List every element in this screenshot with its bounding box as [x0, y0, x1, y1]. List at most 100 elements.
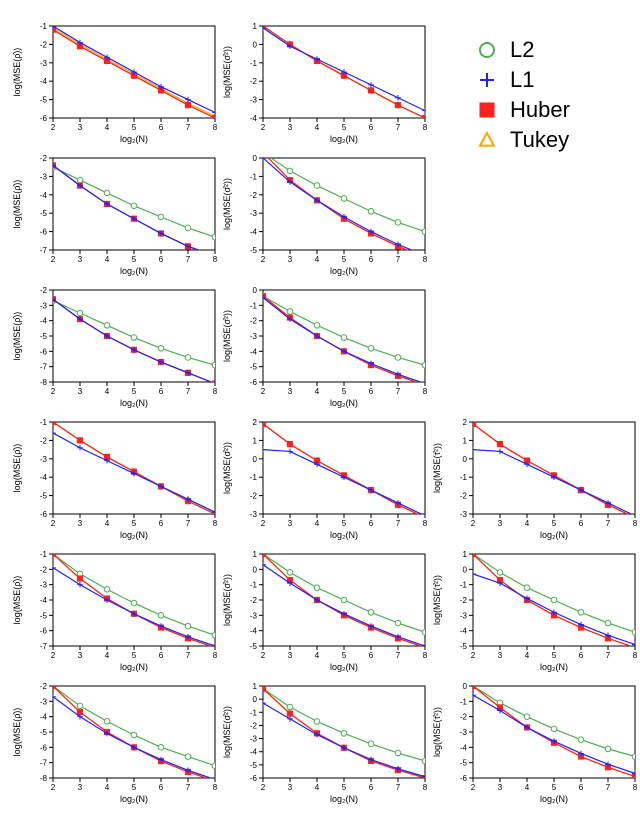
- svg-text:7: 7: [186, 651, 191, 660]
- svg-text:2: 2: [463, 418, 468, 427]
- svg-text:3: 3: [78, 519, 83, 528]
- svg-text:-1: -1: [250, 708, 258, 717]
- svg-text:2: 2: [261, 123, 266, 132]
- svg-text:7: 7: [396, 519, 401, 528]
- svg-text:3: 3: [288, 387, 293, 396]
- panel-0-0: 2345678-6-5-4-3-2-1log₂(N)log(MSE(ρ̂)): [8, 6, 221, 146]
- svg-text:7: 7: [606, 783, 611, 792]
- svg-text:3: 3: [498, 519, 503, 528]
- svg-text:6: 6: [369, 123, 374, 132]
- svg-text:5: 5: [132, 651, 137, 660]
- svg-text:3: 3: [78, 123, 83, 132]
- svg-text:-3: -3: [250, 332, 258, 341]
- svg-text:5: 5: [552, 651, 557, 660]
- svg-text:7: 7: [396, 255, 401, 264]
- svg-text:2: 2: [51, 255, 56, 264]
- svg-text:-3: -3: [40, 581, 48, 590]
- svg-text:-1: -1: [250, 473, 258, 482]
- svg-text:2: 2: [471, 519, 476, 528]
- svg-text:-3: -3: [250, 735, 258, 744]
- svg-text:5: 5: [552, 519, 557, 528]
- svg-text:-4: -4: [460, 627, 468, 636]
- svg-text:-3: -3: [40, 172, 48, 181]
- svg-text:5: 5: [342, 123, 347, 132]
- svg-text:-3: -3: [460, 510, 468, 519]
- svg-text:5: 5: [132, 519, 137, 528]
- y-axis-label: log(MSE(σ̂²)): [222, 178, 232, 230]
- svg-text:6: 6: [369, 255, 374, 264]
- svg-text:2: 2: [51, 387, 56, 396]
- y-axis-label: log(MSE(τ̂²)): [432, 707, 442, 757]
- svg-text:7: 7: [186, 783, 191, 792]
- svg-text:0: 0: [253, 40, 258, 49]
- svg-text:7: 7: [606, 651, 611, 660]
- svg-text:-3: -3: [250, 611, 258, 620]
- svg-text:4: 4: [525, 783, 530, 792]
- svg-text:6: 6: [369, 387, 374, 396]
- tukey-symbol-icon: [472, 125, 502, 155]
- svg-text:-1: -1: [250, 301, 258, 310]
- svg-text:3: 3: [78, 387, 83, 396]
- svg-text:-1: -1: [460, 581, 468, 590]
- panel-1-1: 2345678-5-4-3-2-10log₂(N)log(MSE(σ̂²)): [218, 138, 431, 278]
- svg-text:3: 3: [78, 255, 83, 264]
- svg-text:5: 5: [342, 783, 347, 792]
- svg-text:-2: -2: [40, 40, 48, 49]
- svg-text:3: 3: [288, 651, 293, 660]
- legend-label: Tukey: [510, 127, 569, 153]
- svg-text:-2: -2: [40, 565, 48, 574]
- svg-text:2: 2: [51, 783, 56, 792]
- svg-text:-4: -4: [40, 77, 48, 86]
- svg-text:-4: -4: [250, 627, 258, 636]
- svg-text:6: 6: [369, 651, 374, 660]
- svg-text:8: 8: [423, 387, 428, 396]
- svg-text:1: 1: [253, 436, 258, 445]
- svg-text:-4: -4: [40, 191, 48, 200]
- svg-text:5: 5: [342, 651, 347, 660]
- panel-3-2: 2345678-3-2-1012log₂(N)log(MSE(τ̂²)): [428, 402, 640, 542]
- y-axis-label: log(MSE(ρ̂)): [12, 576, 22, 625]
- svg-text:-6: -6: [250, 774, 258, 783]
- svg-text:2: 2: [51, 519, 56, 528]
- svg-text:1: 1: [463, 550, 468, 559]
- svg-text:-4: -4: [250, 114, 258, 123]
- svg-text:-3: -3: [40, 455, 48, 464]
- svg-text:4: 4: [315, 519, 320, 528]
- svg-text:1: 1: [253, 550, 258, 559]
- legend: L2L1HuberTukey: [472, 35, 570, 155]
- svg-text:-7: -7: [40, 642, 48, 651]
- svg-text:6: 6: [159, 783, 164, 792]
- svg-text:7: 7: [186, 123, 191, 132]
- svg-text:7: 7: [396, 123, 401, 132]
- svg-text:-4: -4: [250, 347, 258, 356]
- y-axis-label: log(MSE(ρ̂)): [12, 708, 22, 757]
- svg-text:-5: -5: [250, 642, 258, 651]
- svg-text:-2: -2: [40, 436, 48, 445]
- svg-text:2: 2: [471, 783, 476, 792]
- svg-text:5: 5: [342, 387, 347, 396]
- l2-symbol-icon: [472, 35, 502, 65]
- panel-4-1: 2345678-5-4-3-2-101log₂(N)log(MSE(σ̂²)): [218, 534, 431, 674]
- svg-text:-5: -5: [250, 761, 258, 770]
- l1-symbol-icon: [472, 65, 502, 95]
- panel-3-0: 2345678-6-5-4-3-2-1log₂(N)log(MSE(ρ̂)): [8, 402, 221, 542]
- svg-text:-2: -2: [250, 492, 258, 501]
- svg-text:-1: -1: [40, 550, 48, 559]
- legend-label: Huber: [510, 97, 570, 123]
- svg-text:2: 2: [261, 783, 266, 792]
- svg-text:6: 6: [159, 519, 164, 528]
- svg-text:-6: -6: [250, 378, 258, 387]
- y-axis-label: log(MSE(ρ̂)): [12, 444, 22, 493]
- legend-item-huber: Huber: [472, 95, 570, 125]
- svg-text:2: 2: [51, 651, 56, 660]
- svg-text:-6: -6: [40, 743, 48, 752]
- svg-text:6: 6: [579, 651, 584, 660]
- svg-text:3: 3: [288, 783, 293, 792]
- x-axis-label: log₂(N): [120, 794, 148, 804]
- y-axis-label: log(MSE(σ̂²)): [222, 46, 232, 98]
- svg-text:3: 3: [288, 123, 293, 132]
- svg-text:0: 0: [463, 565, 468, 574]
- svg-text:-5: -5: [40, 728, 48, 737]
- svg-text:6: 6: [159, 255, 164, 264]
- svg-text:3: 3: [288, 519, 293, 528]
